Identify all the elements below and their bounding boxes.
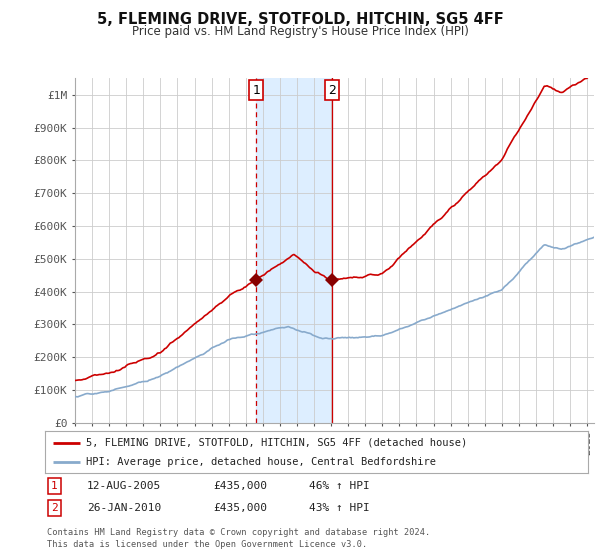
Text: £435,000: £435,000 xyxy=(213,503,267,513)
Text: 2: 2 xyxy=(51,503,58,513)
Text: Contains HM Land Registry data © Crown copyright and database right 2024.
This d: Contains HM Land Registry data © Crown c… xyxy=(47,528,430,549)
Text: 1: 1 xyxy=(253,83,260,96)
Text: Price paid vs. HM Land Registry's House Price Index (HPI): Price paid vs. HM Land Registry's House … xyxy=(131,25,469,38)
Text: 5, FLEMING DRIVE, STOTFOLD, HITCHIN, SG5 4FF (detached house): 5, FLEMING DRIVE, STOTFOLD, HITCHIN, SG5… xyxy=(86,438,467,448)
Text: 5, FLEMING DRIVE, STOTFOLD, HITCHIN, SG5 4FF: 5, FLEMING DRIVE, STOTFOLD, HITCHIN, SG5… xyxy=(97,12,503,27)
Text: HPI: Average price, detached house, Central Bedfordshire: HPI: Average price, detached house, Cent… xyxy=(86,457,436,467)
Text: 43% ↑ HPI: 43% ↑ HPI xyxy=(309,503,370,513)
Text: 1: 1 xyxy=(51,481,58,491)
Text: £435,000: £435,000 xyxy=(213,481,267,491)
Text: 26-JAN-2010: 26-JAN-2010 xyxy=(87,503,161,513)
Text: 46% ↑ HPI: 46% ↑ HPI xyxy=(309,481,370,491)
Bar xyxy=(256,78,332,423)
Text: 2: 2 xyxy=(328,83,336,96)
Text: 12-AUG-2005: 12-AUG-2005 xyxy=(87,481,161,491)
